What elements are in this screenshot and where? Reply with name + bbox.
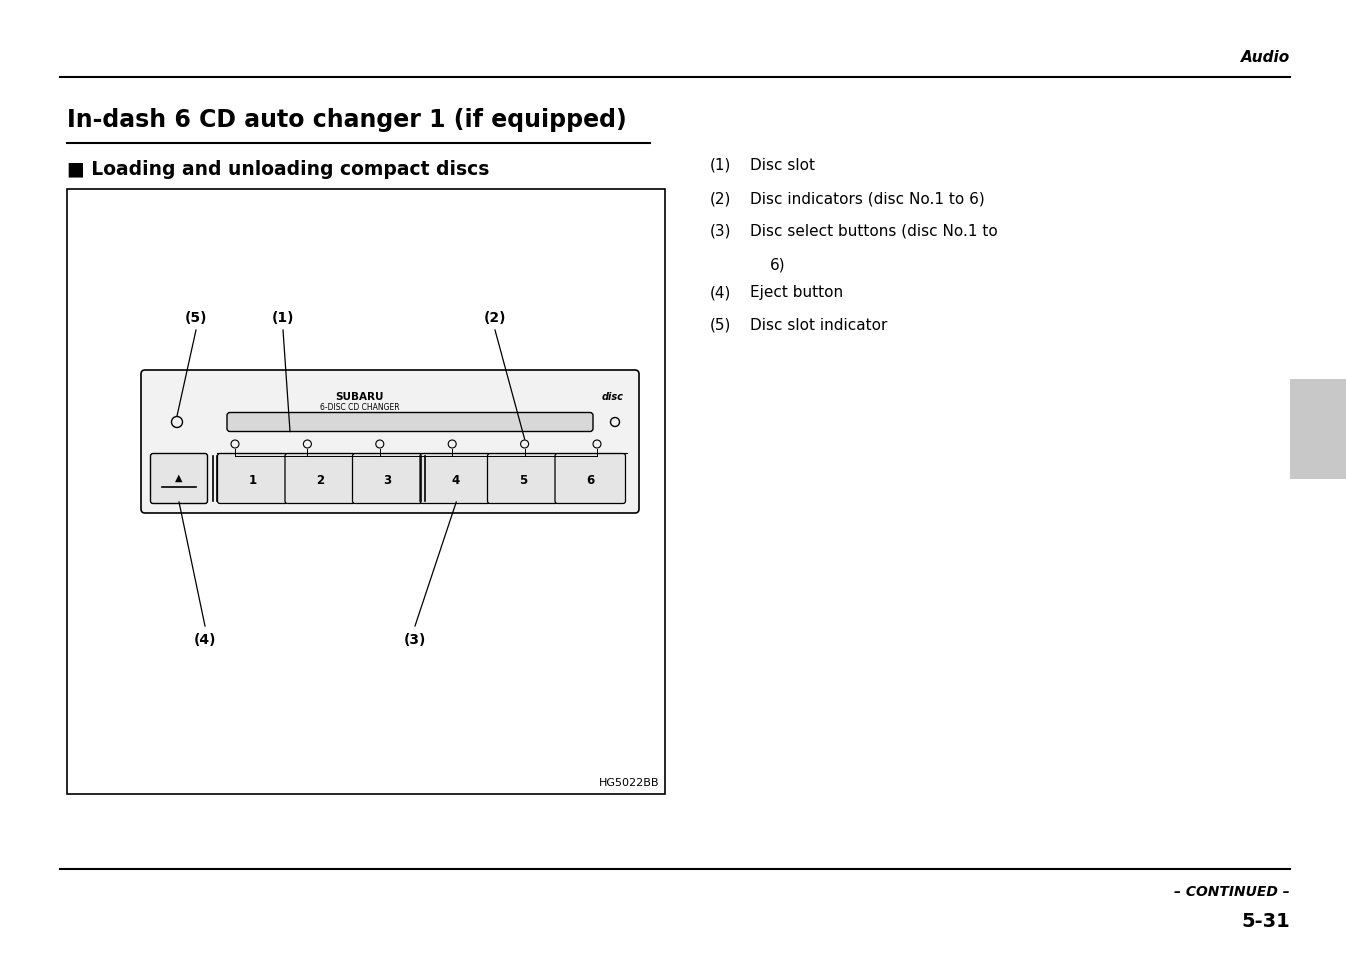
Text: – CONTINUED –: – CONTINUED – bbox=[1174, 884, 1289, 898]
Text: ■ Loading and unloading compact discs: ■ Loading and unloading compact discs bbox=[67, 160, 490, 179]
Text: 3: 3 bbox=[384, 474, 392, 486]
Circle shape bbox=[611, 418, 619, 427]
Text: Disc slot indicator: Disc slot indicator bbox=[750, 317, 887, 333]
Circle shape bbox=[171, 417, 183, 428]
Text: 5-31: 5-31 bbox=[1241, 911, 1289, 930]
Text: Disc select buttons (disc No.1 to: Disc select buttons (disc No.1 to bbox=[750, 224, 997, 239]
Text: ▲: ▲ bbox=[175, 472, 183, 482]
Circle shape bbox=[521, 440, 529, 449]
Text: Disc indicators (disc No.1 to 6): Disc indicators (disc No.1 to 6) bbox=[750, 191, 985, 206]
FancyBboxPatch shape bbox=[151, 454, 207, 504]
Text: 5: 5 bbox=[518, 474, 526, 486]
Bar bbox=[67, 190, 665, 794]
Text: (5): (5) bbox=[709, 317, 731, 333]
Text: (1): (1) bbox=[272, 311, 295, 325]
Circle shape bbox=[594, 440, 602, 449]
FancyBboxPatch shape bbox=[555, 454, 626, 504]
Text: disc: disc bbox=[602, 392, 625, 401]
Text: (3): (3) bbox=[404, 633, 427, 646]
FancyBboxPatch shape bbox=[227, 413, 594, 432]
FancyBboxPatch shape bbox=[420, 454, 490, 504]
Text: (3): (3) bbox=[709, 224, 731, 239]
Text: 2: 2 bbox=[316, 474, 324, 486]
Text: 1: 1 bbox=[249, 474, 257, 486]
Text: 4: 4 bbox=[451, 474, 459, 486]
Text: (2): (2) bbox=[483, 311, 506, 325]
Text: Eject button: Eject button bbox=[750, 285, 843, 299]
Bar bbox=[1289, 379, 1346, 479]
Text: HG5022BB: HG5022BB bbox=[599, 778, 660, 787]
Text: (1): (1) bbox=[709, 158, 731, 172]
Circle shape bbox=[232, 440, 240, 449]
FancyBboxPatch shape bbox=[487, 454, 559, 504]
Circle shape bbox=[448, 440, 456, 449]
Text: 6-DISC CD CHANGER: 6-DISC CD CHANGER bbox=[320, 403, 400, 412]
Text: 6): 6) bbox=[770, 256, 786, 272]
Text: Disc slot: Disc slot bbox=[750, 158, 814, 172]
FancyBboxPatch shape bbox=[218, 454, 288, 504]
Circle shape bbox=[303, 440, 311, 449]
Text: (5): (5) bbox=[184, 311, 207, 325]
Text: (4): (4) bbox=[709, 285, 731, 299]
Text: (2): (2) bbox=[709, 191, 731, 206]
FancyBboxPatch shape bbox=[285, 454, 355, 504]
Circle shape bbox=[376, 440, 384, 449]
Text: SUBARU: SUBARU bbox=[335, 392, 384, 401]
FancyBboxPatch shape bbox=[353, 454, 423, 504]
FancyBboxPatch shape bbox=[141, 371, 639, 514]
Text: 6: 6 bbox=[586, 474, 595, 486]
Text: Audio: Audio bbox=[1241, 51, 1289, 66]
Text: (4): (4) bbox=[194, 633, 217, 646]
Text: In-dash 6 CD auto changer 1 (if equipped): In-dash 6 CD auto changer 1 (if equipped… bbox=[67, 108, 627, 132]
